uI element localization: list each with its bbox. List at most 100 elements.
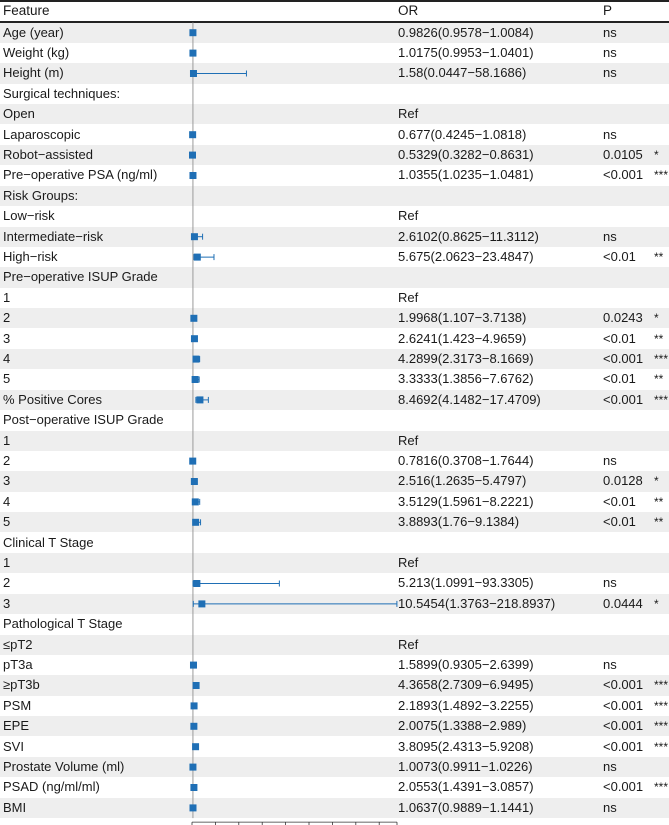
row-band [0, 675, 669, 696]
row-band [0, 797, 669, 819]
header-bottom-rule [0, 21, 669, 23]
feature-label: 3 [3, 595, 11, 611]
or-point [191, 376, 199, 383]
or-ci-label: 0.677(0.4245−1.0818) [398, 126, 527, 142]
feature-label: Robot−assisted [3, 146, 93, 162]
or-ci-label: 1.0355(1.0235−1.0481) [398, 167, 534, 183]
feature-label: 1 [3, 289, 11, 305]
row-band [0, 471, 669, 492]
feature-label: Prostate Volume (ml) [3, 758, 125, 774]
or-ci-label: 2.6241(1.423−4.9659) [398, 330, 527, 346]
significance-stars: * [654, 147, 659, 162]
p-value-label: <0.001 [603, 167, 644, 183]
p-value-label: <0.01 [603, 330, 636, 346]
p-value-label: ns [603, 65, 617, 81]
feature-label: 3 [3, 330, 11, 346]
significance-stars: ** [654, 249, 664, 264]
feature-label: Height (m) [3, 65, 64, 81]
p-value-label: <0.001 [603, 738, 644, 754]
header-top-rule [0, 0, 669, 2]
or-ci-label: 10.5454(1.3763−218.8937) [398, 595, 556, 611]
row-band [0, 104, 669, 125]
row-band [0, 736, 669, 757]
feature-label: Pre−operative ISUP Grade [3, 269, 158, 285]
significance-stars: *** [654, 739, 669, 754]
or-ci-label: 8.4692(4.1482−17.4709) [398, 391, 541, 407]
feature-label: Pre−operative PSA (ng/ml) [3, 167, 158, 183]
feature-label: 2 [3, 310, 11, 326]
feature-label: Low−risk [3, 208, 55, 224]
p-value-label: 0.0444 [603, 595, 643, 611]
feature-label: 5 [3, 514, 11, 530]
p-value-label: <0.01 [603, 514, 636, 530]
row-band [0, 512, 669, 533]
or-point [192, 355, 200, 363]
p-value-label: 0.0128 [603, 473, 643, 489]
or-ci-label: 5.213(1.0991−93.3305) [398, 575, 534, 591]
header-or: OR [398, 3, 419, 18]
p-value-label: ns [603, 452, 617, 468]
row-band [0, 695, 669, 717]
or-point [192, 743, 200, 751]
header-p: P [603, 3, 613, 18]
row-band [0, 144, 669, 166]
feature-label: pT3a [3, 656, 33, 672]
or-point [189, 49, 197, 57]
significance-stars: ** [654, 372, 664, 387]
p-value-label: ns [603, 44, 617, 60]
or-ci-label: 0.7816(0.3708−1.7644) [398, 452, 534, 468]
significance-stars: *** [654, 780, 669, 795]
or-ci-label: 5.675(2.0623−23.4847) [398, 248, 534, 264]
or-ci-label: 3.8893(1.76−9.1384) [398, 514, 520, 530]
or-ci-label: 4.3658(2.7309−6.9495) [398, 677, 534, 693]
row-band [0, 532, 669, 553]
significance-stars: * [654, 311, 659, 326]
p-value-label: <0.001 [603, 350, 644, 366]
or-ci-label: 0.5329(0.3282−0.8631) [398, 146, 534, 162]
significance-stars: ** [654, 515, 664, 530]
row-band [0, 430, 669, 451]
or-ci-label: 1.0175(0.9953−1.0401) [398, 44, 534, 60]
or-point [189, 804, 197, 812]
or-point [192, 518, 200, 526]
row-band [0, 83, 669, 105]
row-band [0, 654, 669, 676]
or-ci-label: 2.516(1.2635−5.4797) [398, 473, 527, 489]
significance-stars: *** [654, 719, 669, 734]
p-value-label: <0.01 [603, 248, 636, 264]
or-ci-label: 3.5129(1.5961−8.2221) [398, 493, 534, 509]
feature-label: 1 [3, 554, 11, 570]
or-ci-label: 3.8095(2.4313−5.9208) [398, 738, 534, 754]
row-band [0, 124, 669, 145]
or-ci-label: 2.0075(1.3388−2.989) [398, 718, 527, 734]
significance-stars: *** [654, 351, 669, 366]
feature-label: Age (year) [3, 24, 64, 40]
or-point [188, 151, 196, 159]
p-value-label: ns [603, 126, 617, 142]
significance-stars: * [654, 596, 659, 611]
p-value-label: ns [603, 228, 617, 244]
feature-label: 4 [3, 350, 11, 366]
p-value-label: ns [603, 656, 617, 672]
row-band [0, 491, 669, 513]
or-point [193, 253, 201, 261]
or-point [192, 682, 200, 689]
or-ci-label: 2.0553(1.4391−3.0857) [398, 779, 534, 795]
feature-label: 5 [3, 371, 11, 387]
feature-label: Weight (kg) [3, 44, 70, 60]
feature-label: BMI [3, 799, 27, 815]
p-value-label: <0.01 [603, 493, 636, 509]
feature-label: 1 [3, 432, 11, 448]
or-point [193, 580, 201, 587]
feature-label: 4 [3, 493, 11, 509]
significance-stars: *** [654, 678, 669, 693]
significance-stars: *** [654, 698, 669, 713]
significance-stars: *** [654, 392, 669, 407]
feature-label: High−risk [3, 248, 58, 264]
or-ci-label: 3.3333(1.3856−7.6762) [398, 371, 534, 387]
row-band [0, 389, 669, 411]
or-point [190, 784, 198, 791]
or-point [189, 763, 197, 771]
p-value-label: <0.001 [603, 391, 644, 407]
